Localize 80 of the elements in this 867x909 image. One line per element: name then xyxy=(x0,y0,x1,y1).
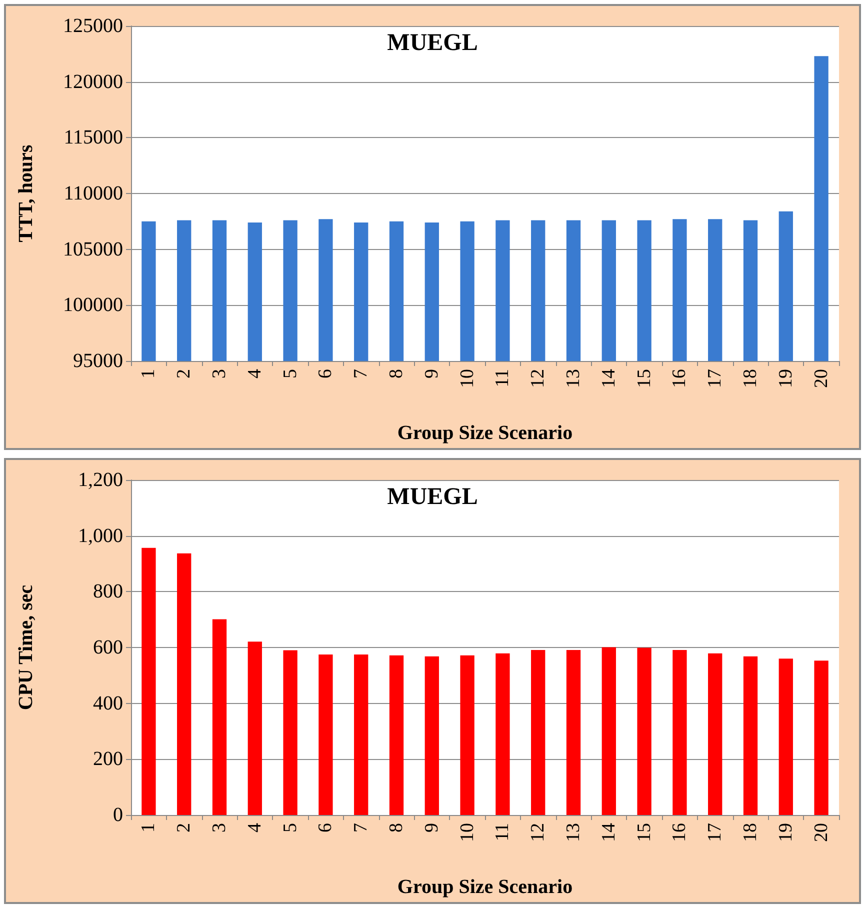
y-tick-label: 125000 xyxy=(63,15,123,37)
y-tick-label: 95000 xyxy=(73,350,123,372)
y-tick-label: 1,200 xyxy=(78,469,123,491)
x-tick-label: 16 xyxy=(669,823,690,842)
x-tick-label: 15 xyxy=(634,823,655,842)
x-tick-label: 6 xyxy=(315,823,336,832)
x-tick-label: 20 xyxy=(810,823,832,842)
bar xyxy=(778,658,793,815)
bar xyxy=(743,656,758,815)
bar xyxy=(672,650,687,815)
y-tick-label: 105000 xyxy=(63,238,123,260)
bar xyxy=(602,647,616,815)
x-tick-label: 8 xyxy=(386,823,407,832)
bar xyxy=(318,654,333,815)
x-tick-label: 13 xyxy=(563,369,584,388)
x-tick-label: 12 xyxy=(528,369,549,388)
x-tick-label: 10 xyxy=(456,823,478,842)
x-tick-label: 9 xyxy=(421,823,442,832)
x-tick-label: 1 xyxy=(138,823,160,832)
x-tick-label: 3 xyxy=(209,369,230,378)
x-tick-label: 18 xyxy=(740,823,761,842)
x-tick-label: 13 xyxy=(563,823,584,842)
bar xyxy=(496,653,510,815)
y-tick-label: 200 xyxy=(93,748,123,770)
bar xyxy=(566,650,581,815)
x-tick-label: 10 xyxy=(456,369,478,388)
bar xyxy=(248,642,262,815)
y-tick-label: 800 xyxy=(93,580,123,603)
y-tick-label: 110000 xyxy=(64,182,123,204)
x-tick-label: 18 xyxy=(740,369,761,388)
x-tick-label: 7 xyxy=(350,369,372,378)
x-tick-label: 9 xyxy=(421,369,442,378)
y-tick-label: 115000 xyxy=(64,126,123,149)
x-tick-label: 5 xyxy=(280,369,301,378)
x-tick-label: 11 xyxy=(492,823,514,842)
x-tick-label: 19 xyxy=(775,823,796,842)
x-tick-label: 6 xyxy=(315,369,336,378)
bar xyxy=(424,656,439,815)
x-tick-label: 12 xyxy=(528,823,549,842)
x-tick-label: 11 xyxy=(492,369,514,388)
bar xyxy=(177,553,192,815)
x-tick-label: 8 xyxy=(386,369,407,378)
x-tick-label: 15 xyxy=(634,369,655,388)
x-axis-title: Group Size Scenario xyxy=(397,876,573,898)
bar xyxy=(354,654,368,815)
bar xyxy=(637,648,652,815)
x-tick-label: 14 xyxy=(598,822,620,842)
chart-title: MUEGL xyxy=(387,30,478,56)
bar xyxy=(814,660,828,815)
x-tick-label: 17 xyxy=(704,823,726,842)
x-axis-title: Group Size Scenario xyxy=(397,422,573,444)
x-tick-label: 1 xyxy=(138,369,160,378)
x-tick-label: 5 xyxy=(280,823,301,832)
x-tick-label: 2 xyxy=(174,369,195,378)
y-axis-title: TTT, hours xyxy=(15,144,37,242)
x-tick-label: 20 xyxy=(810,369,832,388)
x-tick-label: 3 xyxy=(209,823,230,832)
x-tick-label: 14 xyxy=(598,368,620,388)
x-tick-label: 4 xyxy=(244,368,266,378)
y-axis-title: CPU Time, sec xyxy=(15,584,37,710)
y-tick-label: 120000 xyxy=(63,70,123,93)
x-tick-label: 16 xyxy=(669,369,690,388)
y-tick-label: 100000 xyxy=(63,294,123,316)
bar xyxy=(283,650,298,815)
bar xyxy=(389,655,404,815)
y-tick-label: 400 xyxy=(93,692,123,714)
x-tick-label: 19 xyxy=(775,369,796,388)
bar xyxy=(460,655,474,815)
y-tick-label: 1,000 xyxy=(78,524,123,547)
bar xyxy=(708,653,722,815)
x-tick-label: 4 xyxy=(244,822,266,832)
bar xyxy=(531,650,546,815)
y-tick-label: 600 xyxy=(93,636,123,658)
x-tick-label: 2 xyxy=(174,823,195,832)
bar xyxy=(142,548,156,815)
y-tick-label: 0 xyxy=(113,804,123,826)
x-tick-label: 17 xyxy=(704,369,726,388)
chart-title: MUEGL xyxy=(387,484,478,510)
bar xyxy=(212,619,227,815)
x-tick-label: 7 xyxy=(350,823,372,832)
